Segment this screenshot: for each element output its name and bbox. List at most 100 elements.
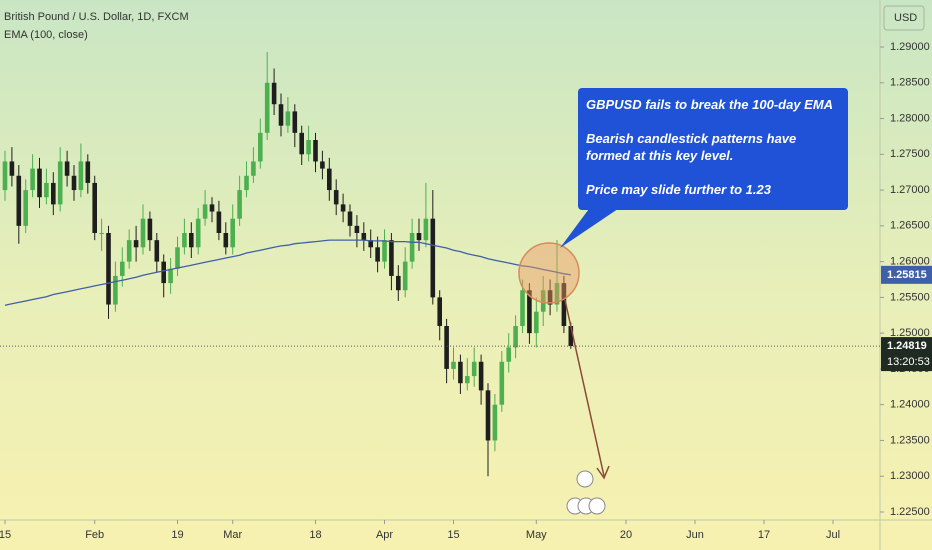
x-tick-label: 15 <box>447 529 459 541</box>
ema-price-box <box>881 265 932 284</box>
x-tick-label: May <box>526 529 547 541</box>
candle-body <box>9 161 15 176</box>
candle-body <box>209 204 215 212</box>
candle-body <box>499 361 505 405</box>
candle-body <box>2 161 8 191</box>
y-tick-label: 1.24000 <box>890 399 930 411</box>
indicator-legend: EMA (100, close) <box>4 29 88 41</box>
candle-body <box>382 240 387 262</box>
candle-body <box>333 190 339 205</box>
candle-body <box>327 168 332 191</box>
candle-body <box>561 283 567 326</box>
candle-body <box>361 232 367 241</box>
candle-body <box>140 218 146 248</box>
y-tick-label: 1.23000 <box>890 470 930 482</box>
candle-body <box>264 82 270 133</box>
candle-body <box>340 204 346 212</box>
countdown-label: 13:20:53 <box>887 356 930 368</box>
x-tick-label: 20 <box>620 529 632 541</box>
x-tick-label: 19 <box>171 529 183 541</box>
candle-body <box>471 361 477 377</box>
candle-body <box>299 132 305 155</box>
chart-title: British Pound / U.S. Dollar, 1D, FXCM <box>4 11 189 23</box>
candle-body <box>396 275 401 291</box>
candle-body <box>99 232 104 234</box>
annotation-line: GBPUSD fails to break the 100-day EMA <box>586 97 834 112</box>
candle-body <box>223 232 229 248</box>
currency: USD <box>894 12 917 24</box>
candle-body <box>195 218 201 248</box>
candle-body <box>437 297 443 326</box>
y-tick-label: 1.26000 <box>890 256 930 268</box>
candle-body <box>492 404 498 441</box>
candle-body <box>133 240 139 248</box>
candle-body <box>520 290 525 326</box>
candle-body <box>423 218 429 241</box>
candle-body <box>51 182 56 205</box>
candle-body <box>506 347 512 362</box>
candle-body <box>44 182 49 198</box>
candle-body <box>513 325 518 348</box>
y-tick-label: 1.28000 <box>890 112 930 124</box>
candle-body <box>540 290 546 312</box>
candle-body <box>465 376 470 384</box>
candle-body <box>389 240 394 276</box>
y-tick-label: 1.25000 <box>890 327 930 339</box>
x-tick-label: Apr <box>376 529 393 541</box>
highlight-circle <box>518 242 580 304</box>
x-tick-label: Feb <box>85 529 104 541</box>
y-tick-label: 1.22500 <box>890 506 930 518</box>
last-price-box <box>881 337 932 372</box>
candle-body <box>368 240 374 248</box>
candle-body <box>244 175 249 191</box>
y-tick-label: 1.28500 <box>890 77 930 89</box>
candle-body <box>126 240 132 262</box>
candle-body <box>271 82 277 105</box>
candle-body <box>57 161 63 205</box>
candle-body <box>202 204 208 219</box>
candle-body <box>416 232 422 241</box>
y-tick-label: 1.23500 <box>890 434 930 446</box>
annotation-box: GBPUSD fails to break the 100-day EMA Be… <box>578 88 848 210</box>
candle-body <box>478 361 484 391</box>
candle-body <box>444 325 449 369</box>
candle-body <box>78 161 84 191</box>
candle-body <box>306 139 311 155</box>
candle-body <box>16 175 22 226</box>
annotation-line: Bearish candlestick patterns have formed… <box>586 131 797 163</box>
forecast-arrow <box>564 299 605 477</box>
candle-body <box>409 232 415 262</box>
candle-body <box>258 132 263 162</box>
candle-body <box>375 247 380 262</box>
x-tick-label: Jun <box>686 529 704 541</box>
candle-body <box>37 168 42 198</box>
y-tick-label: 1.29000 <box>890 41 930 53</box>
x-tick-label: 15 <box>0 529 11 541</box>
candle-body <box>534 311 539 334</box>
candle-body <box>189 232 194 248</box>
arrow-head <box>596 465 610 480</box>
candle-body <box>237 190 242 219</box>
candle-body <box>154 240 160 262</box>
candle-body <box>547 290 553 305</box>
candle-body <box>216 211 222 233</box>
candle-body <box>71 175 77 191</box>
y-tick-label: 1.25500 <box>890 291 930 303</box>
candle-body <box>147 218 153 241</box>
candle-body <box>527 290 532 334</box>
currency-box <box>883 5 925 31</box>
candle-body <box>554 283 560 305</box>
candle-body <box>285 111 291 126</box>
candle-body <box>106 232 111 305</box>
candle-body <box>354 225 360 233</box>
candle-body <box>161 261 167 284</box>
candle-body <box>230 218 236 248</box>
annotation-line: Price may slide further to 1.23 <box>586 182 771 197</box>
candle-body <box>568 325 574 347</box>
candle-body <box>23 190 29 226</box>
candle-body <box>251 161 256 176</box>
candle-body <box>313 139 318 162</box>
candle-body <box>402 261 408 291</box>
